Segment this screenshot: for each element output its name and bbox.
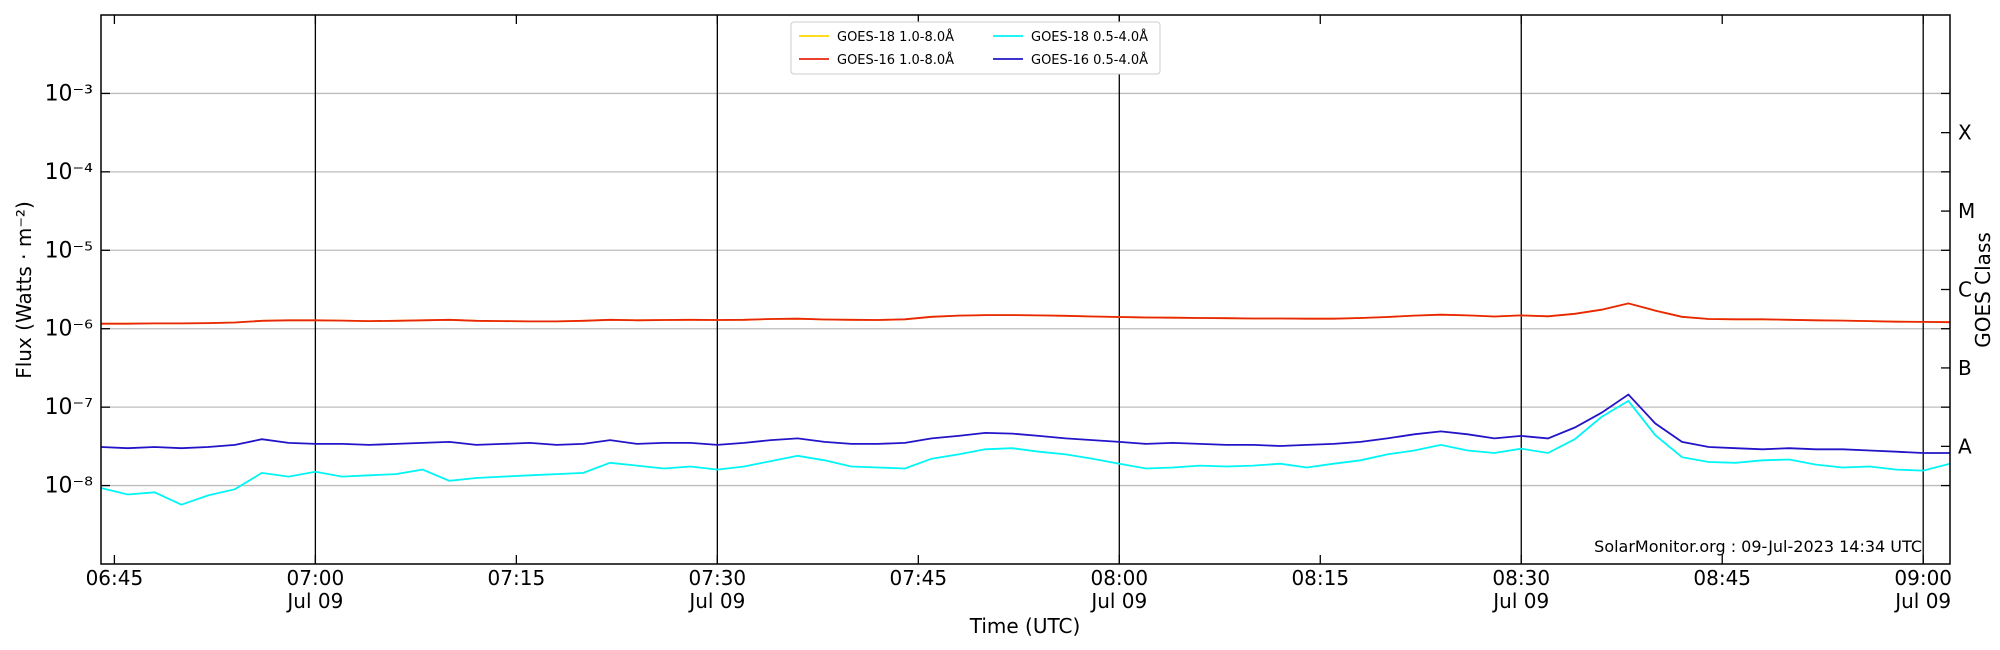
plot-frame xyxy=(100,14,1951,565)
y-tick-label: 10⁻³ xyxy=(45,81,93,106)
x-axis-label: Time (UTC) xyxy=(969,614,1081,638)
legend-label: GOES-18 0.5-4.0Å xyxy=(1031,29,1148,45)
y-tick-label: 10⁻⁷ xyxy=(45,395,93,420)
legend-label: GOES-18 1.0-8.0Å xyxy=(837,29,954,45)
legend-box xyxy=(790,21,1161,75)
x-tick-label: 07:15 xyxy=(488,566,546,590)
y2-tick-label: A xyxy=(1958,434,1972,458)
x-tick-label: 07:30 Jul 09 xyxy=(687,566,746,613)
annotation: SolarMonitor.org : 09-Jul-2023 14:34 UTC xyxy=(1594,537,1922,556)
y2-tick-label: X xyxy=(1958,121,1972,145)
x-tick-label: 09:00 Jul 09 xyxy=(1893,566,1952,613)
y2-tick-label: C xyxy=(1958,278,1972,302)
x-tick-label: 08:45 xyxy=(1693,566,1751,590)
legend-label: GOES-16 1.0-8.0Å xyxy=(837,52,954,68)
legend-label: GOES-16 0.5-4.0Å xyxy=(1031,52,1148,68)
y-tick-label: 10⁻⁴ xyxy=(45,160,94,185)
series-line xyxy=(101,302,1951,325)
x-tick-label: 08:15 xyxy=(1291,566,1349,590)
y2-tick-label: B xyxy=(1958,356,1972,380)
y-tick-label: 10⁻⁵ xyxy=(45,238,93,263)
x-tick-label: 08:30 Jul 09 xyxy=(1491,566,1550,613)
x-tick-label: 06:45 xyxy=(86,566,144,590)
y-tick-label: 10⁻⁸ xyxy=(45,474,94,499)
series-line xyxy=(100,399,1951,506)
x-tick-label: 07:00 Jul 09 xyxy=(285,566,344,613)
y-tick-label: 10⁻⁶ xyxy=(45,317,94,342)
y-axis-label: Flux (Watts · m⁻²) xyxy=(12,201,36,379)
x-tick-label: 07:45 xyxy=(889,566,947,590)
y2-axis-label: GOES Class xyxy=(1971,232,1995,348)
y2-tick-label: M xyxy=(1958,199,1975,223)
x-tick-label: 08:00 Jul 09 xyxy=(1089,566,1148,613)
series-line xyxy=(100,393,1950,454)
